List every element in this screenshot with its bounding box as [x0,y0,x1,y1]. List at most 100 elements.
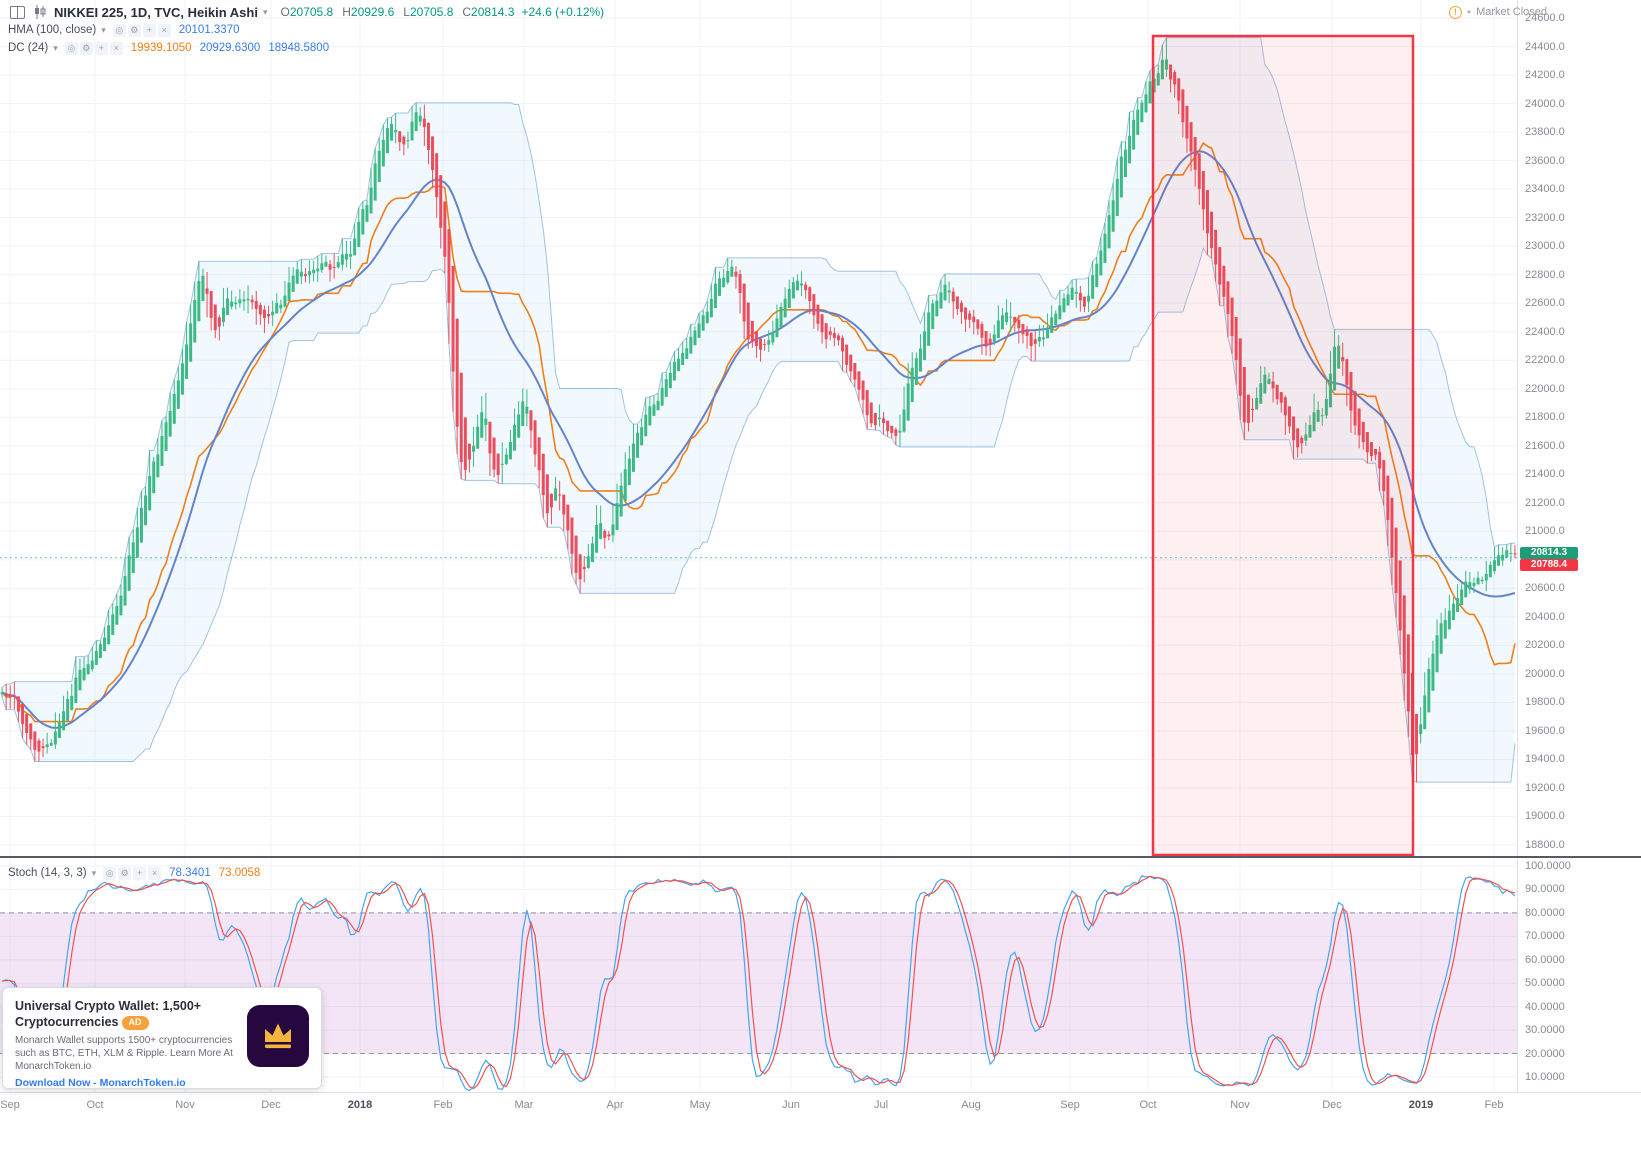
price-tick-label: 19600.0 [1525,724,1565,737]
ohlc-high-label: H [342,5,351,19]
price-axis[interactable]: 24600.0 24400.0 24200.0 24000.0 23800.0 23600… [1517,0,1641,1092]
market-status: ! • Market Closed [1448,5,1547,19]
dc-basis-value: 19939.1050 [130,42,192,54]
add-icon[interactable]: + [133,866,147,880]
symbol-title[interactable]: NIKKEI 225, 1D, TVC, Heikin Ashi [54,4,258,20]
price-tick-label: 20400.0 [1525,610,1565,623]
ohlc-low-value: 20705.8 [409,5,454,19]
price-tick-label: 21800.0 [1525,411,1565,424]
crown-icon [265,1023,291,1049]
price-tick-label: 24400.0 [1525,40,1565,53]
settings-gear-icon[interactable]: ⚙ [118,866,132,880]
stoch-tick-label: 60.0000 [1525,953,1565,966]
time-axis-label: Oct [86,1099,104,1111]
monarch-logo [247,1005,309,1067]
candlestick-style-icon[interactable] [31,3,49,21]
price-tick-label: 22000.0 [1525,382,1565,395]
stoch-tick-label: 30.0000 [1525,1024,1565,1037]
price-tick-label: 21200.0 [1525,496,1565,509]
time-axis[interactable]: Sep Oct Nov Dec 2018 Feb Mar Apr May Jun Jul Aug Sep… [0,1092,1641,1120]
time-axis-label: Jul [873,1099,889,1111]
time-axis-label: Mar [514,1099,534,1111]
alert-circle-icon[interactable]: ! [1448,5,1462,19]
pane-separator[interactable] [0,856,1641,858]
time-axis-label: Feb [433,1099,453,1111]
price-tick-label: 22400.0 [1525,325,1565,338]
price-tick-label: 21000.0 [1525,525,1565,538]
price-tick-label: 20000.0 [1525,667,1565,680]
time-axis-label: May [689,1099,711,1111]
add-icon[interactable]: + [142,23,156,37]
chevron-down-icon: ▾ [91,867,97,878]
stoch-d-value: 73.0058 [218,867,261,879]
ad-download-link[interactable]: Download Now - MonarchToken.io [15,1077,186,1090]
ohlc-close-value: 20814.3 [471,5,515,19]
symbol-row: NIKKEI 225, 1D, TVC, Heikin Ashi ▾ O2070… [8,3,604,21]
price-tick-label: 23800.0 [1525,126,1565,139]
time-axis-label: Aug [961,1099,981,1111]
price-tick-label: 22800.0 [1525,268,1565,281]
close-icon[interactable]: × [157,23,171,37]
dc-lower-value: 18948.5800 [268,42,330,54]
price-tick-label: 24000.0 [1525,97,1565,110]
time-axis-label: Dec [261,1099,281,1111]
ohlc-open-value: 20705.8 [289,5,334,19]
settings-gear-icon[interactable]: ⚙ [127,23,141,37]
time-axis-label: 2018 [347,1099,373,1111]
eye-icon[interactable]: ◎ [64,41,78,55]
ohlc-values: O20705.8 H20929.6 L20705.8 C20814.3 [281,5,515,19]
dc-upper-value: 20929.6300 [199,42,261,54]
time-axis-label: 2019 [1408,1099,1434,1111]
ohlc-close-label: C [462,5,472,19]
price-tick-label: 21400.0 [1525,468,1565,481]
indicator-controls: ◎ ⚙ + × [112,23,171,37]
price-tick-label: 20200.0 [1525,639,1565,652]
settings-gear-icon[interactable]: ⚙ [79,41,93,55]
price-chart-canvas[interactable] [0,0,1517,857]
time-axis-label: Nov [1230,1099,1250,1111]
status-dot-icon: • [1466,5,1472,19]
stoch-legend: Stoch (14, 3, 3) ▾ ◎ ⚙ + × 78.3401 73.00… [8,864,260,882]
add-icon[interactable]: + [94,41,108,55]
ohlc-high-value: 20929.6 [350,5,395,19]
stoch-tick-label: 10.0000 [1525,1070,1565,1083]
chevron-down-icon: ▾ [101,24,106,35]
stoch-k-value: 78.3401 [169,867,211,879]
price-change: +24.6 (+0.12%) [521,5,605,19]
ad-card[interactable]: Universal Crypto Wallet: 1,500+ Cryptocu… [2,987,322,1089]
price-tick-label: 19800.0 [1525,696,1565,709]
indicator-row-hma: HMA (100, close) ▾ ◎ ⚙ + × 20101.3370 [8,21,604,39]
price-tick-label: 23600.0 [1525,154,1565,167]
price-tick-label: 18800.0 [1525,839,1565,851]
price-tick-label: 24600.0 [1525,12,1565,24]
close-icon[interactable]: × [148,866,162,880]
close-icon[interactable]: × [109,41,123,55]
indicator-stoch-title[interactable]: Stoch (14, 3, 3) [8,867,87,879]
layout-panel-icon[interactable] [8,3,26,21]
time-axis-label: Sep [1060,1099,1080,1111]
stoch-tick-label: 20.0000 [1525,1047,1565,1060]
chevron-down-icon: ▾ [262,6,268,17]
price-tick-label: 22600.0 [1525,297,1565,310]
indicator-hma-title[interactable]: HMA (100, close) [8,24,97,36]
time-axis-label: Oct [1139,1099,1157,1111]
hma-value: 20101.3370 [178,24,240,36]
eye-icon[interactable]: ◎ [103,866,117,880]
indicator-row-dc: DC (24) ▾ ◎ ⚙ + × 19939.1050 20929.6300 … [8,39,604,57]
ad-title: Universal Crypto Wallet: 1,500+ Cryptocu… [15,998,250,1031]
indicator-dc-title[interactable]: DC (24) [8,42,49,54]
time-axis-label: Nov [175,1099,195,1111]
price-tick-label: 19400.0 [1525,753,1565,766]
last-price-tag: 20788.4 [1520,558,1578,571]
ad-title-text: Universal Crypto Wallet: 1,500+ Cryptocu… [15,999,202,1030]
stoch-tick-label: 90.0000 [1525,883,1565,896]
eye-icon[interactable]: ◎ [112,23,126,37]
price-tick-label: 19000.0 [1525,810,1565,823]
time-axis-label: Apr [606,1099,624,1111]
time-axis-label: Sep [0,1099,20,1111]
indicator-row-stoch: Stoch (14, 3, 3) ▾ ◎ ⚙ + × 78.3401 73.00… [8,864,260,882]
stoch-tick-label: 40.0000 [1525,1000,1565,1013]
chevron-down-icon: ▾ [53,42,58,53]
ad-body: Monarch Wallet supports 1500+ cryptocurr… [15,1034,233,1072]
chart-legend: NIKKEI 225, 1D, TVC, Heikin Ashi ▾ O2070… [8,3,604,57]
